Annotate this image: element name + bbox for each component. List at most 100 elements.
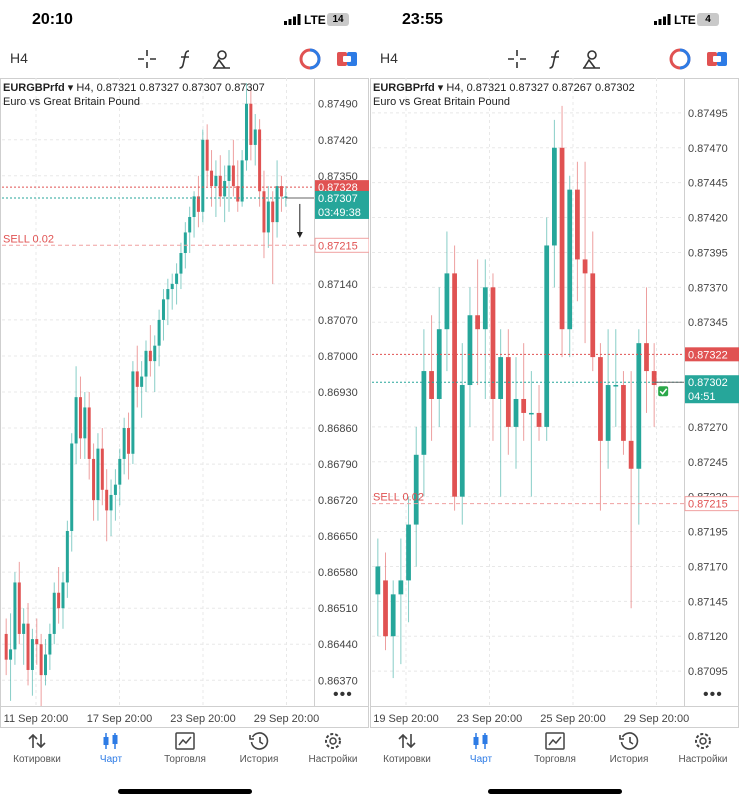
candle-body — [92, 458, 96, 501]
price-chart[interactable]: 0.87490 0.87420 0.87350 0.87140 0.87070 0.870… — [0, 78, 369, 728]
price-chart[interactable]: 0.87495 0.87470 0.87445 0.87420 0.87395 0.873… — [370, 78, 739, 728]
candle — [135, 345, 139, 408]
objects-icon[interactable] — [580, 48, 602, 70]
bottom-nav: Котировки Чарт Торговля История — [0, 732, 369, 782]
candle-body — [218, 175, 222, 197]
candle-body — [521, 398, 527, 413]
candle-body — [196, 196, 200, 212]
candle-body — [113, 484, 117, 495]
candle-body — [201, 139, 205, 212]
candle — [17, 561, 21, 645]
price-tick-label: 0.86720 — [318, 495, 358, 507]
candle-body — [536, 412, 542, 427]
crosshair-icon[interactable] — [136, 48, 158, 70]
more-options-icon[interactable]: ••• — [703, 686, 723, 703]
price-tick-label: 0.87345 — [688, 317, 728, 329]
candle — [105, 469, 109, 542]
price-tick-label: 0.87420 — [318, 135, 358, 147]
order-label: SELL 0.02 — [373, 492, 424, 504]
indicators-icon[interactable] — [544, 48, 566, 70]
nav-quotes[interactable]: Котировки — [370, 732, 444, 765]
indicators-icon[interactable] — [174, 48, 196, 70]
more-options-icon[interactable]: ••• — [333, 686, 353, 703]
candlestick-chart[interactable]: 0.87495 0.87470 0.87445 0.87420 0.87395 0.873… — [370, 78, 739, 728]
candle — [218, 155, 222, 207]
home-indicator[interactable] — [118, 789, 252, 794]
nav-history[interactable]: История — [222, 732, 296, 765]
candle-body — [127, 428, 131, 454]
candle — [536, 385, 542, 441]
nav-history-label: История — [239, 754, 279, 765]
candle — [179, 242, 183, 290]
candle-body — [628, 440, 634, 469]
price-tick-label: 0.87420 — [688, 213, 728, 225]
one-click-trading-icon[interactable] — [669, 48, 691, 70]
one-click-trading-icon[interactable] — [299, 48, 321, 70]
candle — [131, 361, 135, 465]
candle — [582, 161, 588, 344]
home-indicator[interactable] — [488, 789, 622, 794]
nav-chart-label: Чарт — [99, 754, 123, 765]
symbol-name[interactable]: EURGBPrfd — [3, 82, 65, 94]
candle — [231, 139, 235, 197]
price-tick-label: 0.86650 — [318, 531, 358, 543]
candle — [482, 259, 488, 399]
candle-body — [467, 315, 473, 386]
symbol-dropdown-arrow[interactable]: ▾ — [67, 82, 74, 94]
candlestick-chart[interactable]: 0.87490 0.87420 0.87350 0.87140 0.87070 0.870… — [0, 78, 369, 728]
candle-body — [131, 371, 135, 454]
timeframe-button[interactable]: H4 — [380, 50, 398, 66]
time-tick-label: 23 Sep 20:00 — [170, 713, 235, 725]
crosshair-icon[interactable] — [506, 48, 528, 70]
candle — [521, 343, 527, 441]
candle-body — [223, 180, 227, 197]
nav-history[interactable]: История — [592, 732, 666, 765]
nav-trade[interactable]: Торговля — [518, 732, 592, 765]
trade-panel-icon[interactable] — [706, 48, 728, 70]
price-tick-label: 0.87145 — [688, 596, 728, 608]
candle-body — [459, 385, 465, 497]
candle — [528, 371, 534, 497]
price-tick-label: 0.87350 — [318, 171, 358, 183]
candle — [87, 392, 91, 480]
candle — [44, 639, 48, 686]
order-price-tag — [684, 496, 739, 512]
nav-trade[interactable]: Торговля — [148, 732, 222, 765]
symbol-header[interactable]: EURGBPrfd ▾ H4, 0.87321 0.87327 0.87307 … — [3, 81, 265, 94]
nav-settings[interactable]: Настройки — [296, 732, 369, 765]
nav-chart[interactable]: Чарт — [74, 732, 148, 765]
candle-body — [636, 343, 642, 469]
symbol-dropdown-arrow[interactable]: ▾ — [437, 82, 444, 94]
candle — [109, 479, 113, 537]
nav-settings[interactable]: Настройки — [666, 732, 739, 765]
candle-body — [83, 407, 87, 439]
candle — [214, 160, 218, 217]
time-tick-label: 11 Sep 20:00 — [4, 713, 69, 725]
objects-icon[interactable] — [210, 48, 232, 70]
nav-quotes[interactable]: Котировки — [0, 732, 74, 765]
candle — [196, 175, 200, 228]
symbol-header[interactable]: EURGBPrfd ▾ H4, 0.87321 0.87327 0.87267 … — [373, 81, 635, 94]
candle-body — [227, 165, 231, 181]
candle — [475, 259, 481, 386]
chart-toolbar: H4 — [0, 44, 369, 76]
candle-body — [4, 633, 8, 660]
screen-right: 23:55 LTE 4 H4 0.87495 0.87470 0.87 — [370, 0, 739, 800]
bottom-nav: Котировки Чарт Торговля История — [370, 732, 739, 782]
candle — [61, 572, 65, 629]
trade-panel-icon[interactable] — [336, 48, 358, 70]
candle — [48, 623, 52, 670]
symbol-name[interactable]: EURGBPrfd — [373, 82, 435, 94]
time-tick-label: 23 Sep 20:00 — [457, 713, 522, 725]
candle — [490, 273, 496, 441]
candle-body — [271, 201, 275, 223]
candle-body — [575, 189, 580, 260]
timeframe-button[interactable]: H4 — [10, 50, 28, 66]
nav-chart[interactable]: Чарт — [444, 732, 518, 765]
candle-body — [74, 397, 78, 444]
ohlc-values: H4, 0.87321 0.87327 0.87307 0.87307 — [76, 82, 265, 94]
chart-frame — [0, 78, 369, 728]
candle-body — [87, 407, 91, 459]
candle-body — [406, 524, 411, 581]
candle — [26, 603, 30, 686]
